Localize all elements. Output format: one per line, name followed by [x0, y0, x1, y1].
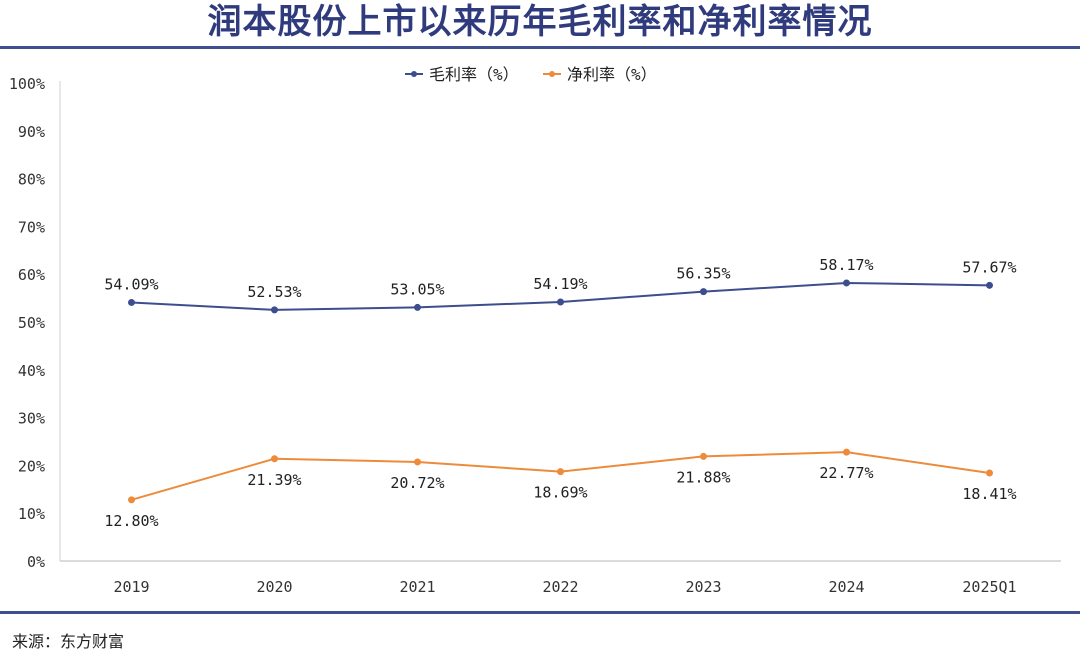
y-tick-label: 70% [18, 218, 45, 236]
data-point [128, 298, 135, 306]
x-tick-label: 2025Q1 [962, 578, 1016, 596]
x-tick-label: 2020 [256, 578, 292, 596]
x-tick-label: 2019 [113, 578, 149, 596]
y-tick-label: 60% [18, 266, 45, 284]
y-tick-label: 20% [18, 457, 45, 475]
y-tick-label: 100% [9, 75, 45, 93]
data-label: 12.80% [104, 512, 158, 530]
data-label: 53.05% [390, 280, 444, 298]
legend-marker [549, 71, 555, 77]
chart-title: 润本股份上市以来历年毛利率和净利率情况 [207, 2, 873, 42]
data-point [843, 448, 850, 456]
x-tick-label: 2023 [685, 578, 721, 596]
data-label: 54.19% [533, 275, 587, 293]
data-point [557, 298, 564, 306]
data-point [557, 468, 564, 476]
source-note: 来源：东方财富 [12, 632, 125, 651]
data-point [271, 455, 278, 463]
data-point [414, 303, 421, 311]
legend-marker [411, 71, 417, 77]
x-tick-label: 2022 [542, 578, 578, 596]
data-label: 58.17% [819, 256, 873, 274]
data-point [128, 496, 135, 504]
data-label: 21.88% [676, 468, 730, 486]
data-point [986, 469, 993, 477]
data-point [986, 281, 993, 289]
data-point [700, 452, 707, 460]
y-tick-label: 50% [18, 314, 45, 332]
data-label: 21.39% [247, 471, 301, 489]
legend-label: 净利率（%） [567, 65, 657, 84]
x-tick-label: 2024 [828, 578, 864, 596]
data-point [700, 288, 707, 296]
data-point [414, 458, 421, 466]
title-divider [0, 46, 1080, 49]
line-chart: 0% 10% 20% 30% 40% 50% 60% 70% 80% 90% 100% 2019 202… [9, 65, 1061, 596]
data-label: 57.67% [962, 258, 1016, 276]
data-label: 54.09% [104, 275, 158, 293]
data-label: 18.41% [962, 485, 1016, 503]
data-label: 22.77% [819, 464, 873, 482]
data-label: 18.69% [533, 484, 587, 502]
data-label: 20.72% [390, 474, 444, 492]
data-label: 56.35% [676, 265, 730, 283]
y-tick-label: 40% [18, 362, 45, 380]
y-tick-label: 30% [18, 410, 45, 428]
y-tick-label: 0% [27, 553, 45, 571]
legend-label: 毛利率（%） [429, 65, 519, 84]
data-point [843, 279, 850, 287]
data-point [271, 306, 278, 314]
y-tick-label: 10% [18, 505, 45, 523]
footer-divider [0, 611, 1080, 614]
x-tick-label: 2021 [399, 578, 435, 596]
data-label: 52.53% [247, 283, 301, 301]
y-tick-label: 90% [18, 123, 45, 141]
y-tick-label: 80% [18, 171, 45, 189]
